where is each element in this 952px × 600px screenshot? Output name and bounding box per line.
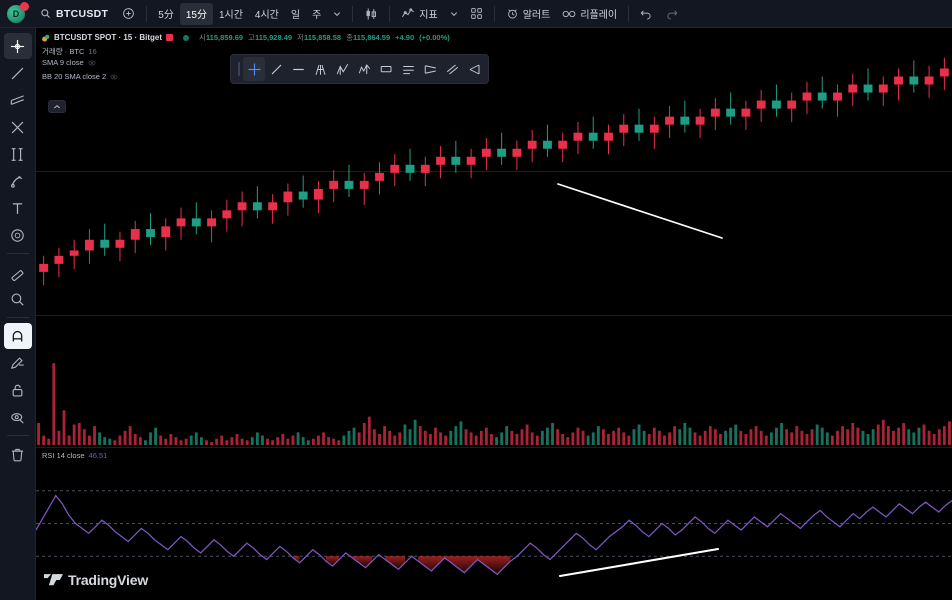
sidebar-item-ruler[interactable] — [4, 259, 32, 285]
toolbar-divider — [146, 5, 148, 22]
timeframe-1d[interactable]: 일 — [290, 10, 301, 21]
plus-circle-icon — [122, 7, 135, 20]
chart-stage[interactable]: BTCUSDT SPOT · 15 · Bitget 시115,859.69 고… — [36, 28, 952, 600]
sidebar-divider — [6, 253, 29, 254]
sidebar-item-hide-drawings[interactable] — [4, 404, 32, 430]
chevron-down-icon — [450, 10, 458, 18]
tool-wedge-pattern-icon[interactable] — [463, 57, 485, 81]
tool-elliott-wave-icon[interactable] — [353, 57, 375, 81]
floating-drawing-toolbar[interactable] — [230, 54, 489, 84]
timeframe-1h[interactable]: 1시간 — [218, 10, 243, 21]
sidebar-item-pattern[interactable] — [4, 141, 32, 167]
candlestick-icon — [364, 7, 378, 21]
top-toolbar: D BTCUSDT 5分 15分 1시간 4시간 일 주 — [0, 0, 952, 28]
layout-button[interactable] — [464, 3, 489, 25]
indicators-label: 지표 — [419, 10, 438, 21]
sidebar-item-zoom[interactable] — [4, 286, 32, 312]
replay-label: 리플레이 — [580, 10, 618, 21]
tool-horizontal-line-icon[interactable] — [287, 57, 309, 81]
timeframe-more-button[interactable] — [327, 3, 347, 25]
sidebar-item-cursor[interactable] — [3, 33, 32, 59]
tool-triangle-pattern-icon[interactable] — [419, 57, 441, 81]
sidebar-item-draw-mode[interactable] — [4, 350, 32, 376]
toolbar-divider — [352, 5, 354, 22]
symbol-search[interactable]: BTCUSDT — [34, 3, 116, 25]
undo-icon — [640, 8, 653, 20]
indicators-icon — [401, 7, 415, 21]
price-pane[interactable] — [36, 28, 952, 315]
tool-flat-channel-icon[interactable] — [397, 57, 419, 81]
price-chart-canvas — [36, 57, 952, 286]
sidebar-item-sticker[interactable] — [4, 222, 32, 248]
sidebar-item-brush[interactable] — [4, 168, 32, 194]
sidebar-divider — [6, 435, 29, 436]
volume-pane[interactable] — [36, 315, 952, 447]
timeframe-15m[interactable]: 15分 — [179, 2, 213, 25]
tool-zigzag-icon[interactable] — [331, 57, 353, 81]
toolbar-divider — [493, 5, 495, 22]
collapse-legend-button[interactable] — [48, 100, 66, 113]
volume-chart-canvas — [37, 363, 951, 445]
chevron-down-icon — [333, 10, 341, 18]
chart-type-button[interactable] — [358, 3, 384, 25]
notification-dot — [20, 1, 29, 11]
sidebar-item-trend-line[interactable] — [4, 60, 32, 86]
pane-separator[interactable] — [36, 447, 952, 448]
replay-button[interactable]: 리플레이 — [556, 3, 623, 25]
replay-icon — [562, 8, 576, 20]
alert-button[interactable]: 알러트 — [500, 3, 557, 25]
sidebar-item-lock[interactable] — [4, 377, 32, 403]
sidebar-item-trash[interactable] — [4, 441, 32, 467]
tool-cross-cursor-icon[interactable] — [243, 57, 265, 81]
alert-label: 알러트 — [522, 10, 551, 21]
sidebar-item-text[interactable] — [4, 195, 32, 221]
sidebar-divider — [6, 317, 29, 318]
timeframe-1w[interactable]: 주 — [312, 10, 322, 21]
alarm-clock-icon — [506, 7, 519, 20]
toolbar-divider — [628, 5, 630, 22]
tool-flag-pattern-icon[interactable] — [375, 57, 397, 81]
pane-separator[interactable] — [36, 315, 952, 316]
add-symbol-button[interactable] — [116, 3, 141, 25]
symbol-text: BTCUSDT — [56, 7, 109, 20]
rsi-pane[interactable] — [36, 447, 952, 600]
toolbar-divider — [389, 5, 391, 22]
indicators-dropdown[interactable] — [444, 3, 464, 25]
timeframe-5m[interactable]: 5分 — [158, 10, 174, 21]
app-logo[interactable]: D — [6, 1, 30, 26]
tool-parallel-lines-icon[interactable] — [441, 57, 463, 81]
grid-layout-icon — [470, 7, 483, 20]
redo-icon — [665, 8, 678, 20]
indicators-button[interactable]: 지표 — [395, 3, 443, 25]
tool-trend-line-icon[interactable] — [265, 57, 287, 81]
redo-button[interactable] — [659, 3, 684, 25]
drawing-tools-sidebar — [0, 28, 36, 600]
rsi-chart-canvas — [36, 490, 952, 578]
search-icon — [40, 8, 51, 19]
sidebar-item-fib-retracement[interactable] — [4, 114, 32, 140]
undo-button[interactable] — [634, 3, 659, 25]
sidebar-item-parallel-channel[interactable] — [4, 87, 32, 113]
timeframe-4h[interactable]: 4시간 — [254, 10, 279, 21]
sidebar-item-magnet[interactable] — [3, 323, 32, 349]
tool-pitchfork-icon[interactable] — [309, 57, 331, 81]
toolbar-drag-handle[interactable] — [234, 57, 243, 81]
